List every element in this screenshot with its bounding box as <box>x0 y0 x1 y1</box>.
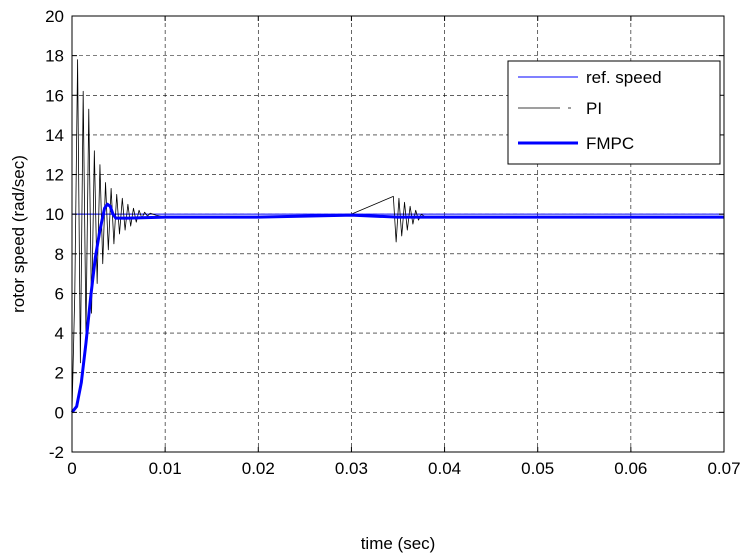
legend-label-pi: PI <box>586 99 602 118</box>
axis-ticks: 0 0.01 0.02 0.03 0.04 0.05 0.06 0.07-2024681012… <box>45 7 740 478</box>
y-tick-label: 16 <box>45 86 64 105</box>
x-tick-label: 0.05 <box>521 459 554 478</box>
plot-frame <box>71 15 725 453</box>
legend: ref. speed PI FMPC <box>507 60 721 165</box>
y-tick-label: -2 <box>49 443 64 462</box>
x-tick-label: 0.04 <box>428 459 461 478</box>
y-tick-label: 20 <box>45 7 64 26</box>
legend-label-ref-speed: ref. speed <box>586 68 662 87</box>
y-tick-label: 8 <box>55 245 64 264</box>
x-tick-label: 0.02 <box>242 459 275 478</box>
x-axis-label: time (sec) <box>361 534 436 553</box>
y-tick-label: 10 <box>45 205 64 224</box>
series <box>70 59 724 414</box>
y-tick-label: 14 <box>45 126 64 145</box>
y-tick-label: 4 <box>55 324 64 343</box>
series-line-pi <box>71 59 724 413</box>
x-tick-label: 0 <box>67 459 76 478</box>
legend-label-fmpc: FMPC <box>586 134 634 153</box>
y-tick-label: 18 <box>45 47 64 66</box>
x-tick-label: 0.01 <box>149 459 182 478</box>
grid <box>72 16 724 452</box>
x-tick-label: 0.03 <box>335 459 368 478</box>
x-tick-label: 0.07 <box>707 459 740 478</box>
legend-box <box>507 60 721 165</box>
y-tick-label: 12 <box>45 166 64 185</box>
y-tick-label: 6 <box>55 284 64 303</box>
y-tick-label: 0 <box>55 403 64 422</box>
series-line-fmpc <box>70 202 724 414</box>
x-tick-label: 0.06 <box>614 459 647 478</box>
y-tick-label: 2 <box>55 364 64 383</box>
y-axis-label: rotor speed (rad/sec) <box>9 155 28 313</box>
